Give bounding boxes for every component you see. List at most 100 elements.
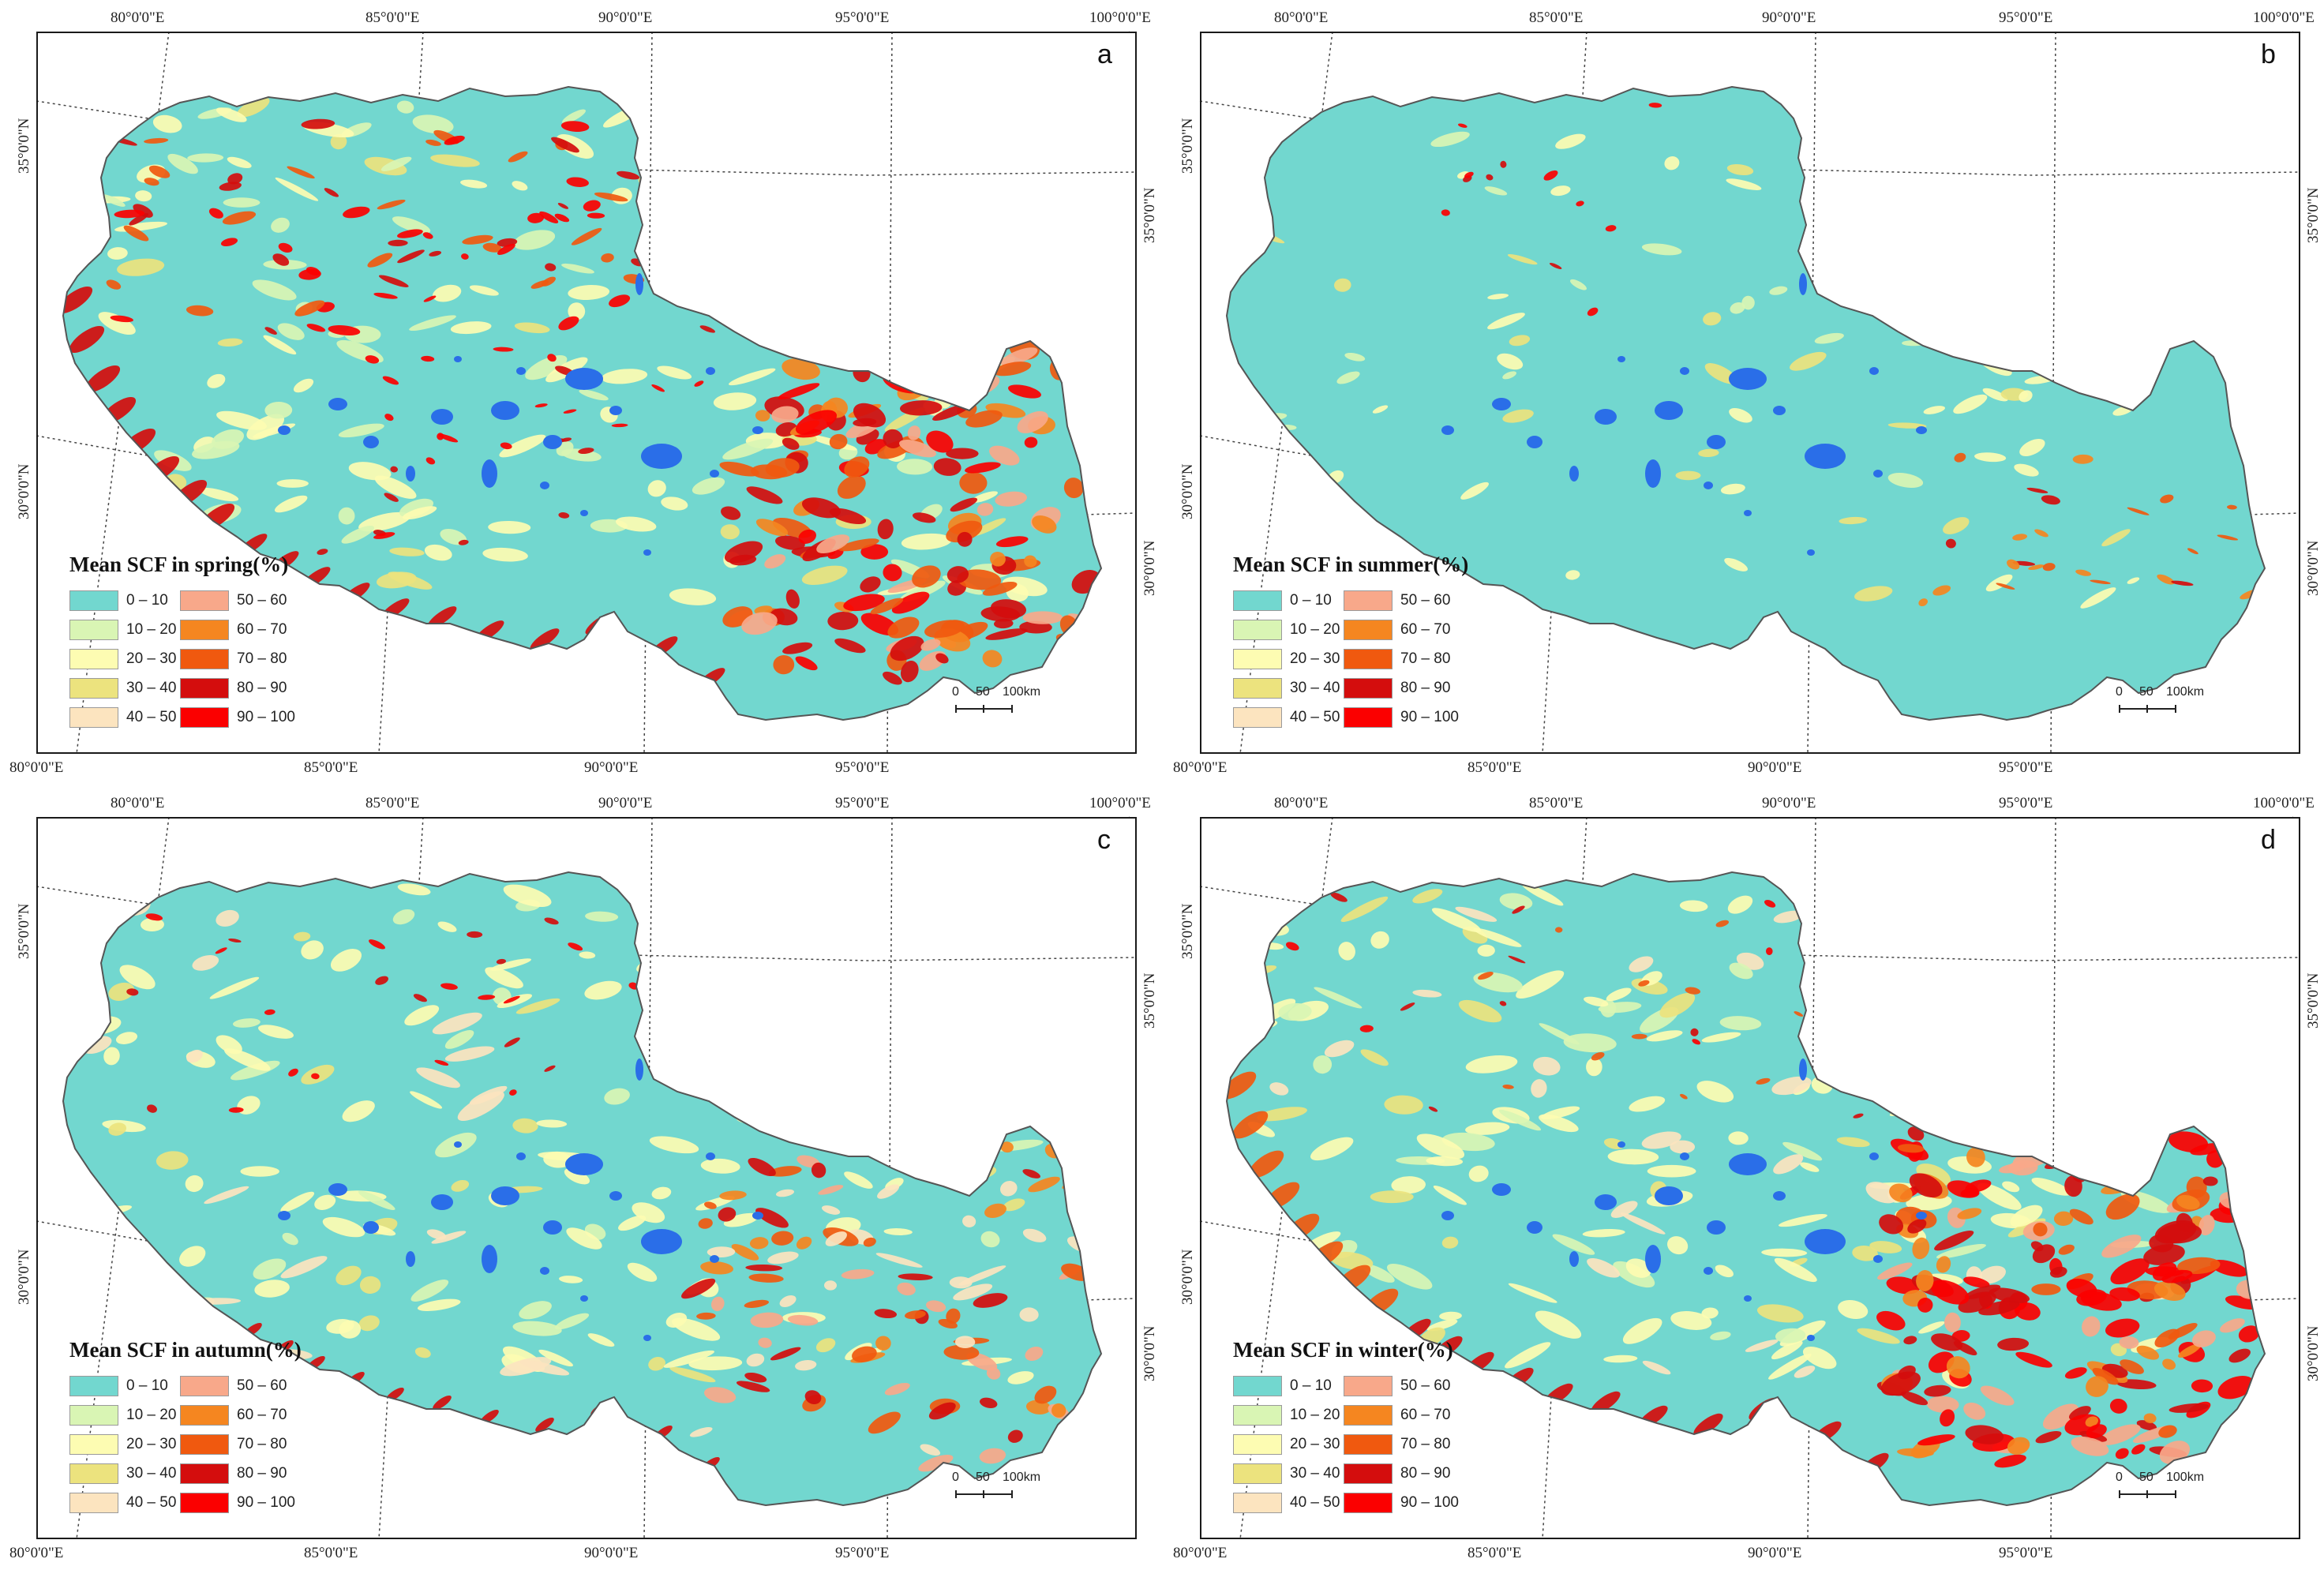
legend-item: 10 – 20 [1233,620,1340,640]
scf-patch [1982,388,2008,402]
legend-label: 70 – 80 [237,650,287,667]
scf-patch [669,1366,716,1383]
lake [406,466,415,481]
scf-patch [1719,1016,1762,1031]
scf-patch [837,475,866,499]
scf-patch [2154,1328,2180,1347]
lake [1680,1152,1689,1160]
scf-patch [272,253,290,266]
scf-patch [427,606,457,628]
scf-patch [369,939,385,950]
scf-patch [834,638,866,654]
scf-patch [844,456,870,478]
lake [609,406,622,415]
legend-swatch [1233,1463,1282,1484]
legend-swatch [180,1405,229,1426]
scf-patch [425,457,436,465]
scf-patch [110,315,133,323]
scf-patch [414,1347,431,1358]
scf-patch [301,940,324,960]
scf-patch [558,316,579,331]
lake [1773,1191,1786,1201]
longitude-label-bottom: 85°0'0"E [304,759,358,776]
scf-patch [990,599,1027,619]
scf-patch [1565,570,1580,580]
lake [1569,1251,1579,1267]
scf-patch [108,982,135,1001]
scf-patch [1007,1429,1023,1443]
scf-patch [2187,548,2198,555]
legend-label: 50 – 60 [237,1377,287,1394]
scf-patch [728,368,776,386]
legend-swatch [180,1434,229,1455]
legend-label: 50 – 60 [1400,1377,1451,1394]
scf-patch [2131,1444,2146,1455]
scf-patch [1675,470,1701,481]
scf-patch [1508,955,1526,964]
scf-patch [767,1251,799,1265]
scf-patch [367,253,393,268]
scf-patch [1431,908,1482,932]
legend-swatch [1233,1405,1282,1426]
scf-patch [1007,1371,1034,1385]
plateau-boundary [62,85,1103,721]
scf-patch [2160,494,2174,504]
scf-patch [384,414,394,422]
scf-patch [2162,1358,2176,1370]
scf-patch [1724,557,1749,571]
longitude-label-top: 85°0'0"E [1529,795,1584,811]
scf-patch [152,114,182,133]
scf-patch [2012,534,2028,541]
scf-patch [500,442,512,450]
scf-patch [432,284,462,302]
scf-patch [782,642,813,654]
lake [1799,1059,1807,1081]
scf-patch [462,234,493,245]
scf-patch [1916,1270,1934,1291]
scf-patch [330,133,347,150]
scf-patch [818,1185,844,1195]
scf-patch [2076,1289,2107,1306]
scf-patch [2049,1266,2067,1278]
scf-patch [2064,1367,2087,1379]
scf-patch [1584,996,1609,1007]
lake [516,1152,526,1160]
scf-patch [985,628,1028,640]
legend-swatch [69,649,118,669]
lake [482,1245,497,1273]
latitude-label-right: 35°0'0"N [2305,187,2322,244]
scf-patch [1063,478,1084,499]
legend-label: 60 – 70 [237,621,287,638]
scf-patch [1455,906,1497,922]
longitude-label-top: 85°0'0"E [365,795,420,811]
scf-patch [912,512,936,523]
scf-patch [2031,1283,2061,1295]
scf-patch [217,338,243,347]
scf-patch [2191,1330,2216,1347]
scf-patch [179,1246,206,1267]
scf-patch [1989,1287,2030,1304]
scf-patch [2071,1437,2109,1456]
scf-patch [228,938,242,943]
scf-patch [1552,1234,1595,1255]
scf-patch [216,909,239,927]
legend-label: 0 – 10 [1290,1377,1332,1394]
scf-patch [1768,1353,1812,1380]
scf-patch [2034,529,2048,538]
scf-patch [1473,927,1522,947]
legend-label: 90 – 100 [1400,709,1459,725]
scf-patch [280,1256,328,1279]
scf-patch [1690,1028,1699,1036]
scf-patch [1726,178,1762,190]
legend-swatch [1344,590,1393,611]
scf-patch [632,1202,665,1223]
scf-patch [771,406,799,423]
scf-patch [513,230,556,250]
scf-patch [900,400,943,416]
scf-patch [1022,1228,1047,1242]
legend-item: 30 – 40 [1233,678,1340,699]
scf-patch [946,566,969,583]
lake [454,356,462,362]
legend-swatch [1233,1376,1282,1396]
lake [710,470,719,478]
